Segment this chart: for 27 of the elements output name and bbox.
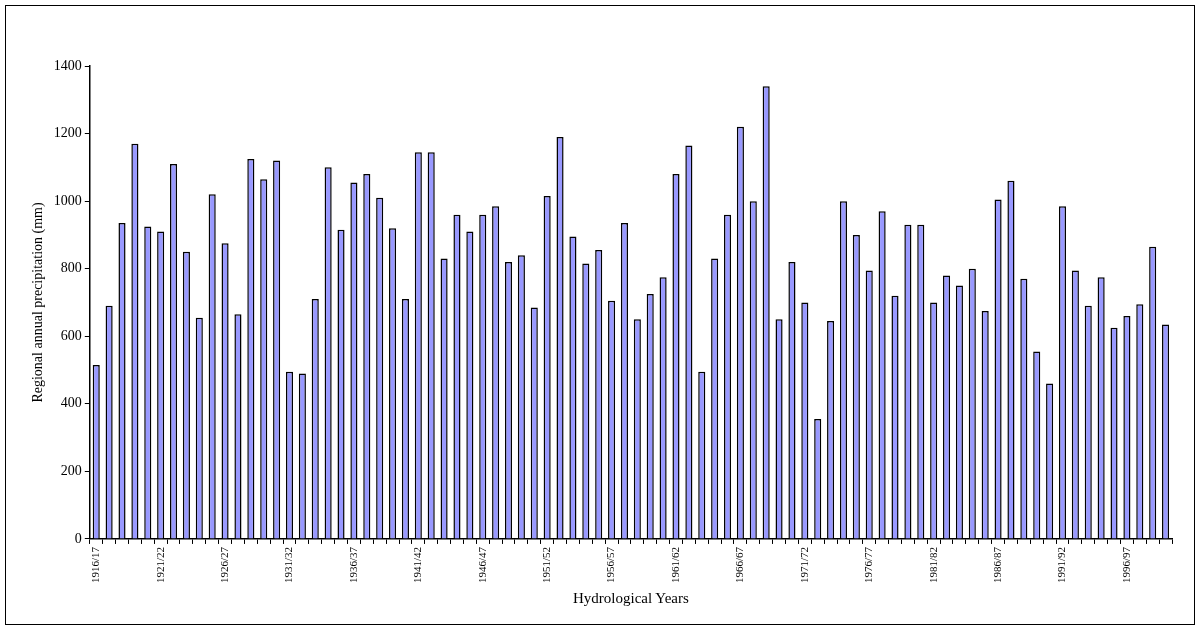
x-tick-label: 1956/57 — [604, 546, 617, 584]
x-tick-label: 1946/47 — [475, 546, 488, 584]
y-tick-label: 1200 — [53, 125, 82, 141]
x-tick-label: 1996/97 — [1119, 546, 1132, 584]
x-tick-label: 1991/92 — [1055, 546, 1068, 584]
x-tick-label: 1986/87 — [990, 546, 1003, 584]
x-tick-label: 1961/62 — [668, 546, 681, 584]
x-tick-label: 1981/82 — [926, 546, 939, 584]
x-tick-label: 1926/27 — [217, 546, 230, 584]
x-tick-label: 1916/17 — [89, 546, 102, 584]
x-tick-label: 1936/37 — [346, 546, 359, 584]
x-tick-label: 1951/52 — [540, 546, 553, 584]
y-axis-title: Regional annual precipitation (mm) — [30, 202, 47, 403]
x-tick-label: 1921/22 — [153, 546, 166, 584]
x-axis-title: Hydrological Years — [572, 589, 689, 606]
y-tick-label: 0 — [74, 530, 82, 546]
y-tick-label: 600 — [60, 327, 82, 343]
x-tick-label: 1941/42 — [411, 546, 424, 584]
y-tick-label: 800 — [60, 260, 82, 276]
x-tick-label: 1966/67 — [733, 546, 746, 584]
x-tick-label: 1976/77 — [862, 546, 875, 584]
x-tick-label: 1971/72 — [797, 546, 810, 584]
y-tick-label: 200 — [60, 463, 82, 479]
y-tick-label: 1000 — [53, 192, 82, 208]
x-tick-label: 1931/32 — [282, 546, 295, 584]
y-tick-label: 400 — [60, 395, 82, 411]
y-tick-label: 1400 — [53, 57, 82, 73]
